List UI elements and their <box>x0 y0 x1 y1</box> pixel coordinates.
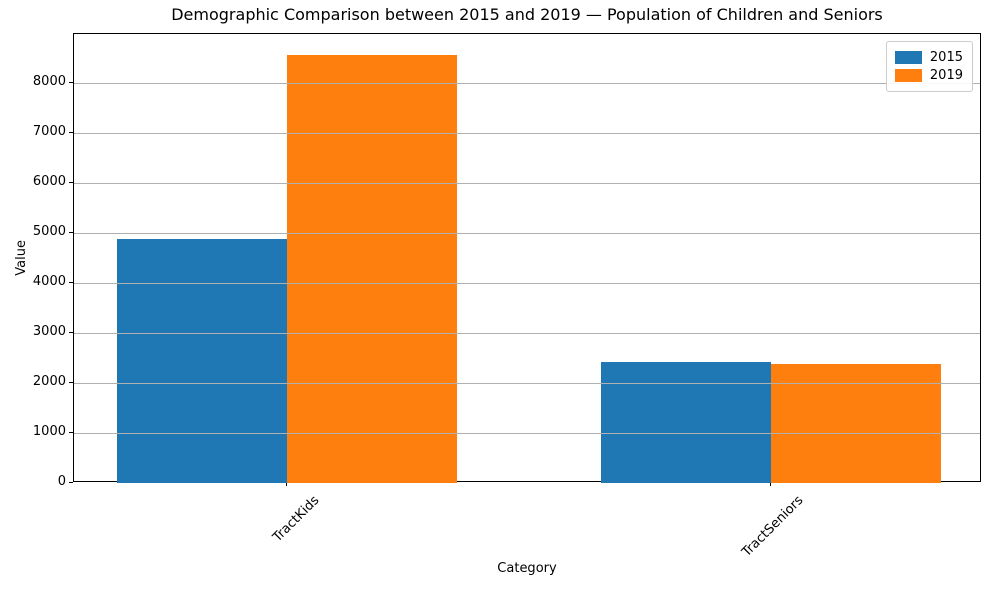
plot-area: 2015 2019 <box>73 33 981 483</box>
bar-2015-TractSeniors <box>601 362 771 483</box>
gridline-3000 <box>74 333 980 334</box>
y-axis-label: Value <box>13 239 29 276</box>
legend-swatch-2019 <box>894 69 922 82</box>
y-tick-label-1000: 1000 <box>32 424 66 439</box>
x-tick-mark-TractKids <box>285 482 287 486</box>
y-tick-label-4000: 4000 <box>32 274 66 289</box>
legend-row-2019: 2019 <box>894 68 963 83</box>
gridline-2000 <box>74 383 980 384</box>
y-tick-mark-1000 <box>69 431 73 433</box>
legend-row-2015: 2015 <box>894 50 963 65</box>
legend-swatch-2015 <box>894 51 922 64</box>
gridline-8000 <box>74 83 980 84</box>
bar-2019-TractKids <box>286 55 457 483</box>
y-tick-mark-2000 <box>69 381 73 383</box>
x-tick-label-TractKids: TractKids <box>269 493 323 546</box>
y-tick-mark-6000 <box>69 181 73 183</box>
y-tick-mark-0 <box>69 481 73 483</box>
y-tick-label-5000: 5000 <box>32 224 66 239</box>
legend-label-2015: 2015 <box>929 50 963 65</box>
gridline-6000 <box>74 183 980 184</box>
y-tick-label-8000: 8000 <box>32 74 66 89</box>
gridline-4000 <box>74 283 980 284</box>
bar-2015-TractKids <box>116 238 287 483</box>
chart-title: Demographic Comparison between 2015 and … <box>171 5 883 24</box>
bar-2019-TractSeniors <box>771 363 941 483</box>
legend: 2015 2019 <box>885 41 973 92</box>
y-tick-label-6000: 6000 <box>32 174 66 189</box>
y-tick-mark-8000 <box>69 81 73 83</box>
y-tick-mark-5000 <box>69 231 73 233</box>
y-tick-label-7000: 7000 <box>32 124 66 139</box>
y-tick-mark-4000 <box>69 281 73 283</box>
legend-rows: 2015 2019 <box>894 50 963 83</box>
gridline-1000 <box>74 433 980 434</box>
x-axis-label: Category <box>497 561 557 576</box>
gridline-5000 <box>74 233 980 234</box>
y-tick-mark-3000 <box>69 331 73 333</box>
legend-label-2019: 2019 <box>929 68 963 83</box>
y-tick-label-0: 0 <box>57 474 66 489</box>
gridline-7000 <box>74 133 980 134</box>
x-tick-label-TractSeniors: TractSeniors <box>739 493 807 561</box>
y-tick-label-3000: 3000 <box>32 324 66 339</box>
y-tick-label-2000: 2000 <box>32 374 66 389</box>
x-tick-mark-TractSeniors <box>770 482 771 486</box>
y-axis-label-wrap: Value <box>12 33 30 482</box>
y-tick-mark-7000 <box>69 131 73 133</box>
